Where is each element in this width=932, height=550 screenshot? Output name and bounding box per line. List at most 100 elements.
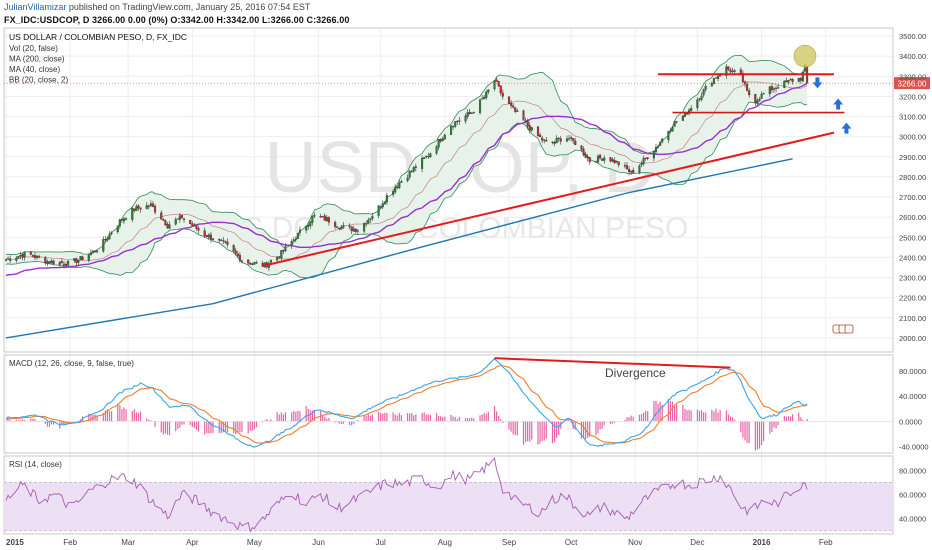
candle-body xyxy=(410,171,413,173)
histogram-bar xyxy=(384,412,386,422)
candle-body xyxy=(551,141,554,143)
histogram-bar xyxy=(493,405,496,422)
arrow-shape xyxy=(833,98,844,110)
histogram-bar xyxy=(409,413,411,422)
author-name[interactable]: JulianVillamizar xyxy=(4,2,67,12)
candle-body xyxy=(644,157,647,159)
price-tick-label: 3500.00 xyxy=(899,32,926,41)
histogram-bar xyxy=(640,414,643,422)
candle-body xyxy=(539,134,542,138)
histogram-bar xyxy=(415,414,417,422)
histogram-bar xyxy=(727,414,730,422)
candle-body xyxy=(89,252,92,256)
histogram-bar xyxy=(630,415,632,422)
histogram-bar xyxy=(15,419,17,422)
histogram-bar xyxy=(674,405,676,422)
ma40-line xyxy=(5,83,808,277)
histogram-bar xyxy=(324,416,326,422)
histogram-bar xyxy=(740,421,742,433)
histogram-bar xyxy=(802,419,804,422)
candle-body xyxy=(746,84,749,91)
candle-body xyxy=(456,120,459,123)
histogram-bar xyxy=(653,401,655,422)
candle-body xyxy=(748,90,751,96)
candle-body xyxy=(338,228,341,230)
candle-body xyxy=(441,138,444,141)
candle-body xyxy=(145,205,148,209)
histogram-bar xyxy=(123,407,125,422)
candle-body xyxy=(791,79,794,82)
histogram-bar xyxy=(349,421,351,426)
histogram-bar xyxy=(495,411,498,422)
candle-body xyxy=(599,155,602,159)
candle-body xyxy=(632,169,635,173)
up-arrow-icon xyxy=(841,122,852,134)
histogram-bar xyxy=(253,421,255,430)
histogram-bar xyxy=(628,417,630,422)
price-tick-label: 2600.00 xyxy=(899,213,926,222)
candle-body xyxy=(282,249,285,252)
candle-body xyxy=(276,256,279,261)
histogram-bar xyxy=(423,412,425,422)
candle-body xyxy=(139,207,142,210)
candle-body xyxy=(151,203,155,207)
candle-body xyxy=(725,66,728,76)
histogram-bar xyxy=(686,410,688,422)
candle-body xyxy=(696,99,699,109)
candle-body xyxy=(611,159,614,162)
histogram-bar xyxy=(696,409,698,422)
x-tick-label: May xyxy=(247,538,262,547)
histogram-bar xyxy=(305,406,307,422)
candle-body xyxy=(412,167,415,172)
candle-body xyxy=(392,191,395,195)
histogram-bar xyxy=(777,421,779,426)
divergence-line xyxy=(494,357,731,369)
candle-body xyxy=(23,251,26,258)
candle-body xyxy=(58,262,61,265)
candle-body xyxy=(468,111,471,114)
histogram-bar xyxy=(456,419,458,422)
candle-body xyxy=(712,78,715,85)
candles xyxy=(4,63,809,271)
candle-body xyxy=(191,223,194,226)
histogram-bar xyxy=(609,421,612,424)
candle-body xyxy=(675,121,678,123)
candle-body xyxy=(60,261,63,264)
price-tick-label: 2400.00 xyxy=(899,253,926,262)
rsi-tick-label: 60.0000 xyxy=(899,490,926,499)
candle-body xyxy=(62,263,66,266)
histogram-bar xyxy=(464,417,467,422)
histogram-bar xyxy=(233,421,235,433)
histogram-bar xyxy=(204,421,206,435)
histogram-bar xyxy=(467,418,469,422)
candle-body xyxy=(770,86,773,91)
histogram-bar xyxy=(183,421,185,425)
histogram-bar xyxy=(50,421,53,425)
candle-body xyxy=(615,160,618,163)
histogram-bar xyxy=(19,420,22,422)
histogram-bar xyxy=(638,414,641,422)
histogram-bar xyxy=(502,421,504,424)
candle-body xyxy=(116,225,119,233)
histogram-bar xyxy=(121,408,123,422)
price-tick-label: 2200.00 xyxy=(899,294,926,303)
price-panel-title: US DOLLAR / COLOMBIAN PESO, D, FX_IDC xyxy=(9,32,187,42)
histogram-bar xyxy=(222,421,224,433)
histogram-bar xyxy=(659,401,661,422)
histogram-bar xyxy=(435,412,438,422)
candle-body xyxy=(108,233,111,240)
histogram-bar xyxy=(613,421,616,423)
candle-body xyxy=(236,253,239,256)
candle-body xyxy=(251,263,254,265)
histogram-bar xyxy=(357,420,359,422)
candle-body xyxy=(642,158,645,165)
candle-body xyxy=(77,259,80,263)
candle-body xyxy=(567,138,571,140)
candle-body xyxy=(381,203,384,208)
candle-body xyxy=(319,216,322,218)
candle-body xyxy=(348,225,351,227)
candle-body xyxy=(787,80,790,83)
candle-body xyxy=(166,224,169,229)
histogram-bar xyxy=(754,421,756,451)
candle-body xyxy=(323,215,326,221)
